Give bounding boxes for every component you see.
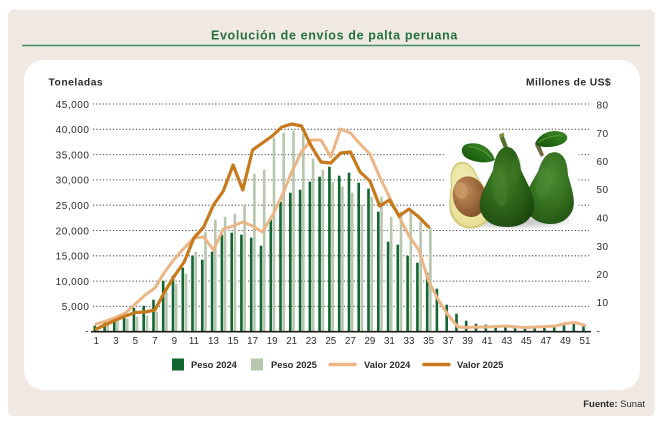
svg-text:13: 13 xyxy=(208,336,219,347)
svg-text:Evolución de envíos de palta p: Evolución de envíos de palta peruana xyxy=(211,29,458,43)
svg-text:43: 43 xyxy=(501,336,512,347)
svg-text:45,000: 45,000 xyxy=(56,100,90,111)
svg-text:-: - xyxy=(85,327,88,338)
svg-text:1: 1 xyxy=(93,336,98,347)
svg-text:3: 3 xyxy=(113,336,119,347)
svg-text:7: 7 xyxy=(152,336,157,347)
svg-text:45: 45 xyxy=(521,336,532,347)
svg-text:40,000: 40,000 xyxy=(56,125,90,136)
svg-text:40: 40 xyxy=(597,214,609,225)
svg-text:29: 29 xyxy=(364,336,375,347)
svg-text:10,000: 10,000 xyxy=(56,277,90,288)
svg-text:23: 23 xyxy=(306,336,317,347)
svg-text:33: 33 xyxy=(404,336,415,347)
svg-text:Toneladas: Toneladas xyxy=(49,78,104,89)
svg-text:Peso 2025: Peso 2025 xyxy=(271,359,317,370)
svg-text:27: 27 xyxy=(345,336,356,347)
svg-text:51: 51 xyxy=(580,336,591,347)
svg-text:37: 37 xyxy=(443,336,454,347)
svg-text:41: 41 xyxy=(482,336,493,347)
svg-text:25,000: 25,000 xyxy=(56,201,90,212)
svg-text:10: 10 xyxy=(597,298,609,309)
svg-text:70: 70 xyxy=(597,129,609,140)
svg-text:5,000: 5,000 xyxy=(62,302,90,313)
svg-text:50: 50 xyxy=(597,185,609,196)
svg-text:60: 60 xyxy=(597,157,609,168)
svg-text:30,000: 30,000 xyxy=(56,176,90,187)
svg-text:Millones de US$: Millones de US$ xyxy=(526,78,611,89)
svg-text:Fuente: Sunat: Fuente: Sunat xyxy=(583,399,645,410)
svg-text:Valor 2024: Valor 2024 xyxy=(364,359,411,370)
svg-text:30: 30 xyxy=(597,242,609,253)
svg-text:-: - xyxy=(597,327,600,338)
svg-text:Peso 2024: Peso 2024 xyxy=(191,359,238,370)
svg-text:39: 39 xyxy=(462,336,473,347)
svg-text:25: 25 xyxy=(325,336,336,347)
svg-text:35,000: 35,000 xyxy=(56,150,90,161)
svg-text:9: 9 xyxy=(172,336,177,347)
svg-text:35: 35 xyxy=(423,336,434,347)
svg-text:5: 5 xyxy=(133,336,139,347)
svg-text:80: 80 xyxy=(597,101,609,112)
svg-text:17: 17 xyxy=(247,336,258,347)
svg-text:49: 49 xyxy=(560,336,571,347)
svg-text:15,000: 15,000 xyxy=(56,252,90,263)
svg-text:47: 47 xyxy=(540,336,551,347)
svg-text:Valor 2025: Valor 2025 xyxy=(457,359,503,370)
svg-text:11: 11 xyxy=(189,336,199,347)
svg-text:19: 19 xyxy=(267,336,278,347)
svg-text:20,000: 20,000 xyxy=(56,226,90,237)
svg-text:21: 21 xyxy=(286,336,297,347)
svg-text:20: 20 xyxy=(597,270,609,281)
svg-text:15: 15 xyxy=(228,336,239,347)
svg-text:31: 31 xyxy=(384,336,395,347)
